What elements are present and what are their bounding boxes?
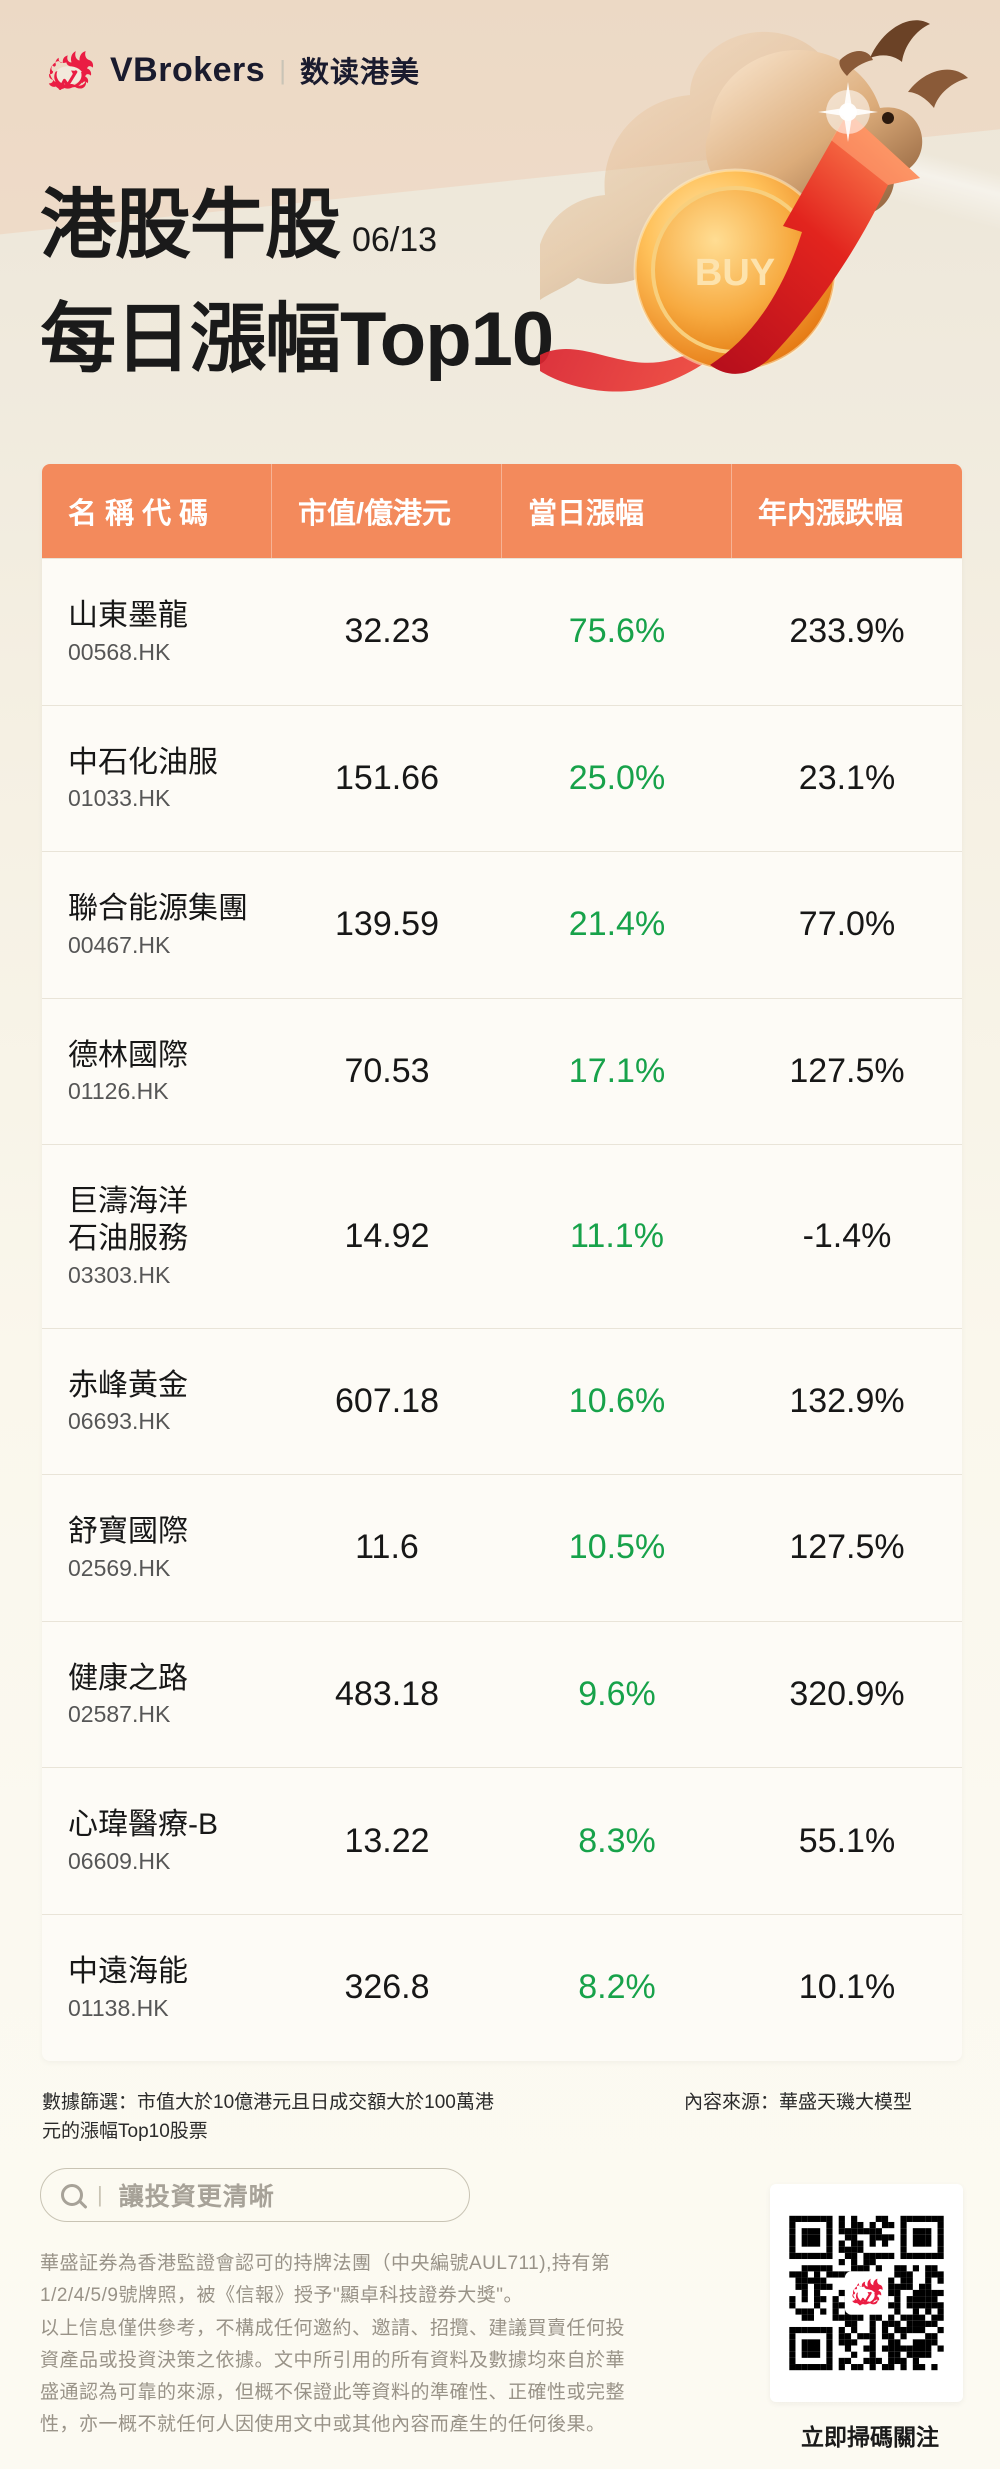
svg-text:BUY: BUY [695, 252, 775, 294]
